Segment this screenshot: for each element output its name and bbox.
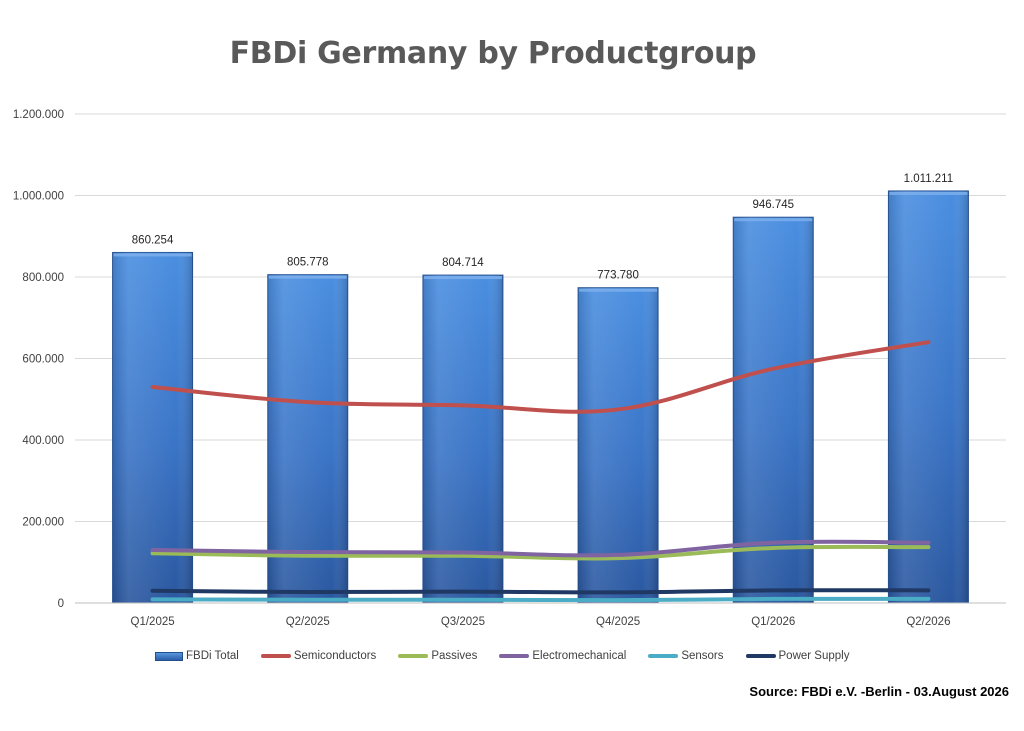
bar-shade <box>112 252 193 604</box>
legend-label: Electromechanical <box>532 650 627 662</box>
x-tick-label: Q2/2026 <box>906 616 950 628</box>
legend-label: FBDi Total <box>186 650 239 662</box>
legend-label: Passives <box>431 650 478 662</box>
bar-shade <box>578 287 659 603</box>
legend-item-power-supply: Power Supply <box>745 650 850 662</box>
series-line-sensors <box>150 596 931 603</box>
data-label: 804.714 <box>442 257 484 269</box>
legend-swatch-line <box>745 654 776 658</box>
x-tick-label: Q4/2025 <box>596 616 640 628</box>
series-line-passives <box>150 544 931 561</box>
data-label: 773.780 <box>597 270 639 282</box>
y-tick-label: 200.000 <box>22 517 64 529</box>
y-tick-label: 1.000.000 <box>13 191 64 203</box>
bar-shade <box>733 217 814 603</box>
legend-item-semiconductors: Semiconductors <box>260 650 377 662</box>
series-line-electromechanical <box>150 539 931 558</box>
x-tick-label: Q3/2025 <box>441 616 485 628</box>
data-label: 860.254 <box>132 234 174 246</box>
x-tick-label: Q2/2025 <box>286 616 330 628</box>
legend-item-electromechanical: Electromechanical <box>499 650 626 662</box>
y-tick-label: 1.200.000 <box>13 109 64 121</box>
x-tick-label: Q1/2025 <box>131 616 175 628</box>
legend-swatch-line <box>648 654 679 658</box>
legend-swatch-line <box>398 654 429 658</box>
chart-legend: FBDi Total Semiconductors Passives Elect… <box>155 650 871 662</box>
bar-top-highlight <box>889 191 968 195</box>
x-tick-label: Q1/2026 <box>751 616 795 628</box>
bar-top-highlight <box>734 218 813 222</box>
bar-shade <box>888 190 969 603</box>
legend-swatch-line <box>260 654 291 658</box>
y-tick-label: 0 <box>58 598 64 610</box>
y-tick-label: 800.000 <box>22 272 64 284</box>
source-note: Source: FBDi e.V. -Berlin - 03.August 20… <box>749 684 1009 699</box>
data-label: 805.778 <box>287 257 329 269</box>
legend-swatch-bar <box>155 651 183 661</box>
chart-title: FBDi Germany by Productgroup <box>229 36 757 71</box>
legend-item-fbdi-total: FBDi Total <box>155 650 239 662</box>
bar-top-highlight <box>113 253 192 257</box>
bar-shade <box>267 274 348 603</box>
legend-label: Power Supply <box>778 650 850 662</box>
y-tick-label: 600.000 <box>22 354 64 366</box>
series-line-semiconductors <box>150 340 931 414</box>
legend-swatch-line <box>499 654 530 658</box>
legend-label: Semiconductors <box>293 650 377 662</box>
data-label: 946.745 <box>752 199 794 211</box>
legend-item-sensors: Sensors <box>648 650 724 662</box>
data-label: 1.011.211 <box>904 173 953 185</box>
bar-shade <box>422 275 503 603</box>
y-tick-label: 400.000 <box>22 435 64 447</box>
bar-top-highlight <box>579 288 658 292</box>
legend-item-passives: Passives <box>398 650 477 662</box>
legend-label: Sensors <box>681 650 724 662</box>
bar-top-highlight <box>423 276 502 280</box>
series-line-power-supply <box>150 588 931 595</box>
bar-top-highlight <box>268 275 347 279</box>
